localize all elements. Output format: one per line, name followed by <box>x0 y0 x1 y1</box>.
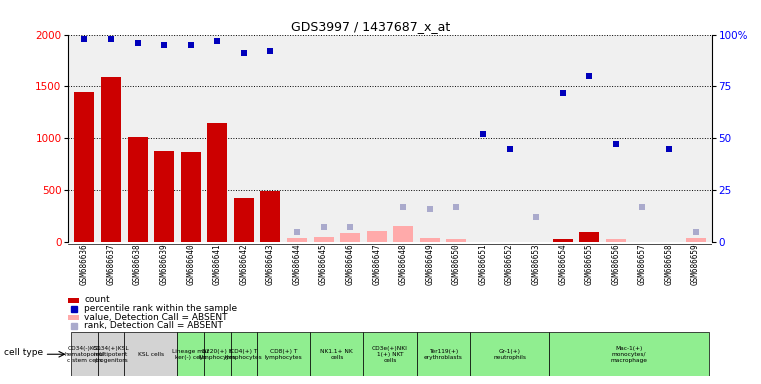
Point <box>291 228 303 235</box>
Bar <box>340 233 360 242</box>
Text: GSM686637: GSM686637 <box>107 244 116 285</box>
Bar <box>68 315 79 320</box>
Text: GSM686647: GSM686647 <box>372 244 381 285</box>
Text: GSM686644: GSM686644 <box>292 244 301 285</box>
Text: GSM686645: GSM686645 <box>319 244 328 285</box>
Text: GSM686652: GSM686652 <box>505 244 514 285</box>
Text: GSM686636: GSM686636 <box>80 244 89 285</box>
Bar <box>207 123 228 242</box>
Bar <box>314 237 333 242</box>
Bar <box>393 227 413 242</box>
Text: GSM686650: GSM686650 <box>452 244 461 285</box>
Bar <box>606 239 626 242</box>
Text: GSM686655: GSM686655 <box>584 244 594 285</box>
Text: GSM686651: GSM686651 <box>479 244 488 285</box>
Text: percentile rank within the sample: percentile rank within the sample <box>84 304 237 313</box>
Point <box>397 204 409 210</box>
Point <box>344 224 356 230</box>
Text: CD8(+) T
lymphocytes: CD8(+) T lymphocytes <box>265 349 303 360</box>
Point <box>477 131 489 137</box>
Point <box>530 214 543 220</box>
Point <box>317 224 330 230</box>
Bar <box>579 232 599 242</box>
Text: Mac-1(+)
monocytes/
macrophage: Mac-1(+) monocytes/ macrophage <box>610 346 648 362</box>
Point <box>451 204 463 210</box>
Point <box>132 40 144 46</box>
Text: GSM686659: GSM686659 <box>691 244 700 285</box>
Bar <box>367 230 387 242</box>
Text: GSM686640: GSM686640 <box>186 244 196 285</box>
Title: GDS3997 / 1437687_x_at: GDS3997 / 1437687_x_at <box>291 20 451 33</box>
Text: B220(+) B
lymphocytes: B220(+) B lymphocytes <box>199 349 236 360</box>
Text: CD4(+) T
lymphocytes: CD4(+) T lymphocytes <box>225 349 263 360</box>
Bar <box>128 137 148 242</box>
Bar <box>234 199 254 242</box>
Bar <box>124 332 177 376</box>
Bar <box>181 152 201 242</box>
Bar <box>364 332 416 376</box>
Text: KSL cells: KSL cells <box>138 352 164 357</box>
Text: NK1.1+ NK
cells: NK1.1+ NK cells <box>320 349 353 360</box>
Point <box>636 204 648 210</box>
Bar <box>549 332 709 376</box>
Point <box>105 36 117 42</box>
Bar <box>686 238 705 242</box>
Point <box>237 50 250 56</box>
Bar <box>470 332 549 376</box>
Text: CD34(-)KSL
hematopoieti
c stem cells: CD34(-)KSL hematopoieti c stem cells <box>65 346 104 362</box>
Text: GSM686657: GSM686657 <box>638 244 647 285</box>
Bar <box>177 332 204 376</box>
Bar <box>101 77 121 242</box>
Text: cell type: cell type <box>4 348 43 357</box>
Bar <box>260 191 280 242</box>
Bar <box>97 332 124 376</box>
Bar <box>420 238 440 242</box>
Text: Ter119(+)
erythroblasts: Ter119(+) erythroblasts <box>424 349 463 360</box>
Text: GSM686656: GSM686656 <box>611 244 620 285</box>
Bar <box>447 239 466 242</box>
Bar <box>257 332 310 376</box>
Point <box>158 42 170 48</box>
Bar <box>71 332 97 376</box>
Bar <box>416 332 470 376</box>
Point <box>504 146 516 152</box>
Text: Lineage mar
ker(-) cells: Lineage mar ker(-) cells <box>172 349 209 360</box>
Bar <box>310 332 364 376</box>
Text: GSM686643: GSM686643 <box>266 244 275 285</box>
Point <box>556 89 568 96</box>
Text: GSM686639: GSM686639 <box>160 244 169 285</box>
Text: GSM686648: GSM686648 <box>399 244 408 285</box>
Text: GSM686638: GSM686638 <box>133 244 142 285</box>
Text: GSM686642: GSM686642 <box>240 244 248 285</box>
Text: GSM686646: GSM686646 <box>345 244 355 285</box>
Point <box>583 73 595 79</box>
Text: CD34(+)KSL
multipotent
progenitors: CD34(+)KSL multipotent progenitors <box>93 346 129 362</box>
Bar <box>231 332 257 376</box>
Text: CD3e(+)NKI
1(+) NKT
cells: CD3e(+)NKI 1(+) NKT cells <box>372 346 408 362</box>
Point <box>689 228 702 235</box>
Point <box>264 48 276 54</box>
Bar <box>68 298 79 303</box>
Point <box>185 42 197 48</box>
Bar <box>552 239 573 242</box>
Bar <box>75 92 94 242</box>
Text: GSM686653: GSM686653 <box>532 244 540 285</box>
Point <box>78 36 91 42</box>
Point <box>212 38 224 44</box>
Bar <box>287 238 307 242</box>
Bar <box>204 332 231 376</box>
Text: GSM686649: GSM686649 <box>425 244 435 285</box>
Text: GSM686641: GSM686641 <box>213 244 221 285</box>
Point <box>663 146 675 152</box>
Text: GSM686658: GSM686658 <box>664 244 673 285</box>
Text: value, Detection Call = ABSENT: value, Detection Call = ABSENT <box>84 313 228 322</box>
Point <box>424 206 436 212</box>
Bar <box>154 151 174 242</box>
Point <box>610 141 622 147</box>
Text: rank, Detection Call = ABSENT: rank, Detection Call = ABSENT <box>84 321 223 330</box>
Text: Gr-1(+)
neutrophils: Gr-1(+) neutrophils <box>493 349 526 360</box>
Text: GSM686654: GSM686654 <box>559 244 567 285</box>
Text: count: count <box>84 296 110 305</box>
